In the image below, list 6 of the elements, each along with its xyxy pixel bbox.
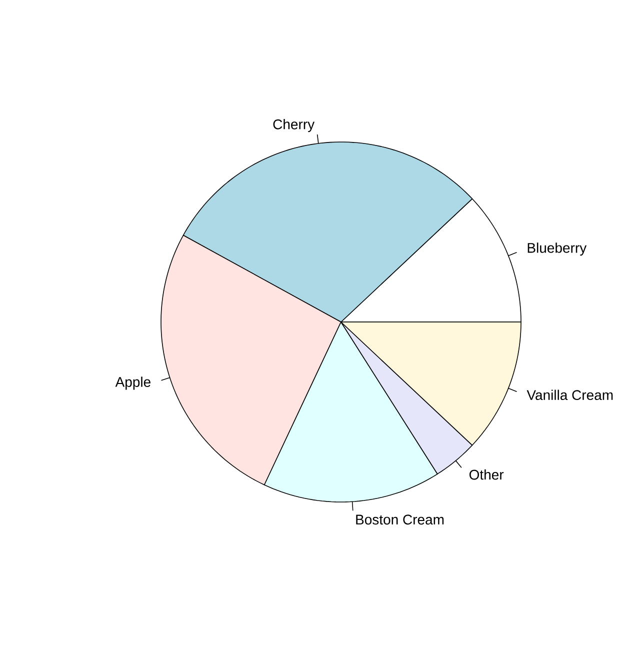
slice-label: Apple	[115, 376, 150, 390]
slice-label: Vanilla Cream	[526, 390, 613, 400]
slice-label: Boston Cream	[356, 514, 444, 525]
slice-label: Other	[469, 469, 504, 480]
slice-label: Blueberry	[528, 242, 587, 256]
slice-label: Cherry	[273, 119, 315, 132]
